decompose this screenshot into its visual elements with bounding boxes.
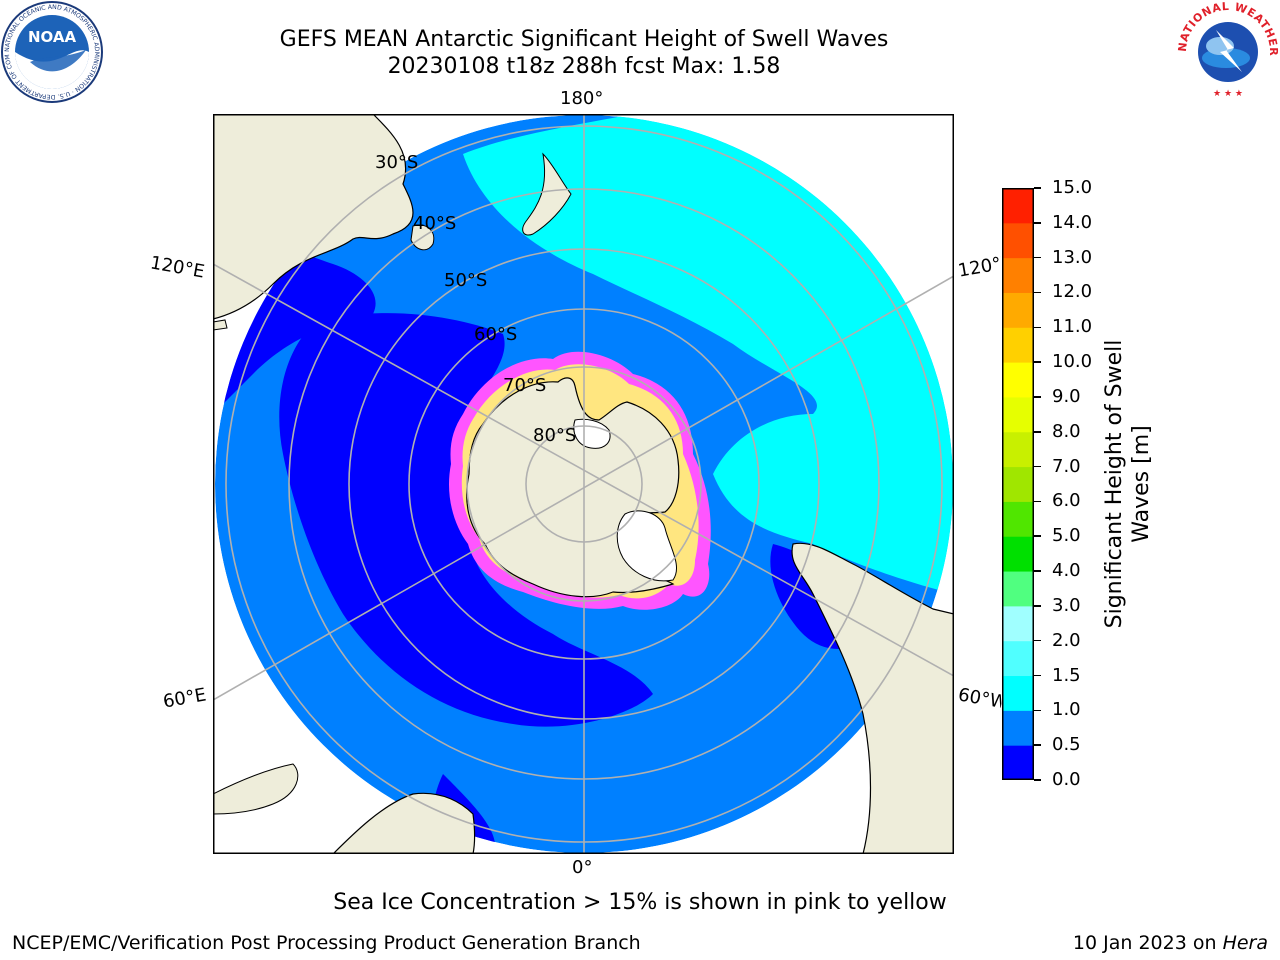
- label-120e: 120°E: [148, 252, 207, 283]
- colorbar-tick-label: 13.0: [1052, 246, 1093, 268]
- colorbar-tick-mark: [1034, 326, 1041, 329]
- graticule: [213, 114, 954, 854]
- colorbar-tick-mark: [1034, 709, 1041, 712]
- colorbar-tick-label: 0.0: [1052, 769, 1081, 790]
- swell-low-region: [279, 313, 653, 727]
- colorbar-band: [1002, 222, 1034, 259]
- label-0: 0°: [572, 857, 593, 878]
- colorbar-tick-mark: [1034, 222, 1041, 224]
- colorbar-band: [1002, 362, 1034, 398]
- colorbar-label-line: Significant Height of Swell: [1102, 339, 1127, 629]
- colorbar-band: [1002, 501, 1034, 537]
- colorbar-tick-mark: [1034, 396, 1041, 398]
- colorbar-tick-mark: [1034, 605, 1041, 607]
- colorbar-tick-mark: [1034, 256, 1041, 259]
- label-60s: 60°S: [474, 324, 518, 345]
- colorbar-label: Significant Height of Swell Waves [m]: [1101, 340, 1155, 629]
- colorbar-band: [1002, 605, 1034, 642]
- colorbar-tick-label: 7.0: [1052, 455, 1081, 477]
- colorbar-band: [1002, 571, 1034, 607]
- africa: [332, 792, 476, 854]
- label-30s: 30°S: [375, 152, 419, 173]
- label-40s: 40°S: [413, 213, 457, 234]
- footer-system: Hera: [1222, 932, 1268, 954]
- colorbar-tick-mark: [1034, 187, 1041, 189]
- colorbar-tick-mark: [1034, 570, 1041, 572]
- colorbar-tick-mark: [1034, 674, 1041, 677]
- colorbar-band: [1002, 710, 1034, 746]
- noaa-logo-text: NOAA: [28, 28, 77, 46]
- colorbar-band: [1002, 396, 1034, 433]
- colorbar-tick-mark: [1034, 535, 1041, 537]
- colorbar-tick-label: 10.0: [1052, 351, 1093, 373]
- colorbar-label-line: Waves [m]: [1129, 425, 1154, 543]
- svg-text:★ ★ ★: ★ ★ ★: [1213, 89, 1243, 99]
- footer-credit: NCEP/EMC/Verification Post Processing Pr…: [12, 932, 641, 954]
- meridian-60e-120w: [213, 275, 954, 701]
- footer-date: 10 Jan 2023 on Hera: [1073, 932, 1268, 954]
- label-70s: 70°S: [503, 375, 547, 396]
- footer-date-text: 10 Jan 2023 on: [1072, 932, 1217, 954]
- south-america: [791, 542, 954, 854]
- colorbar-tick-label: 8.0: [1052, 420, 1081, 442]
- colorbar-band: [1002, 745, 1034, 781]
- colorbar-band: [1002, 257, 1034, 293]
- title-line-1: GEFS MEAN Antarctic Significant Height o…: [279, 27, 889, 52]
- nws-logo: NATIONAL WEATHER SERVICE ★ ★ ★: [1171, 0, 1280, 104]
- colorbar-band: [1002, 292, 1034, 328]
- new-zealand: [522, 152, 572, 236]
- colorbar-tick-label: 2.0: [1052, 629, 1081, 651]
- colorbar-tick-label: 11.0: [1052, 316, 1093, 338]
- sea-ice-caption: Sea Ice Concentration > 15% is shown in …: [333, 890, 947, 915]
- title-line-2: 20230108 t18z 288h fcst Max: 1.58: [387, 54, 781, 79]
- colorbar-tick-label: 6.0: [1052, 490, 1081, 512]
- colorbar-band: [1002, 466, 1034, 502]
- label-60w: 60°W: [956, 684, 1004, 713]
- colorbar-tick-label: 3.0: [1052, 594, 1081, 616]
- colorbar-tick-mark: [1034, 500, 1041, 503]
- label-120w: 120°W: [956, 253, 1004, 282]
- colorbar-tick-mark: [1034, 639, 1041, 642]
- label-80s: 80°S: [533, 425, 577, 446]
- colorbar-tick-mark: [1034, 744, 1041, 746]
- label-50s: 50°S: [444, 270, 488, 291]
- colorbar-tick-label: 9.0: [1052, 385, 1081, 407]
- meridian-120e-60w: [213, 263, 954, 677]
- colorbar-tick-label: 5.0: [1052, 525, 1081, 547]
- chart-title: GEFS MEAN Antarctic Significant Height o…: [0, 26, 1168, 80]
- swell-high-region: [463, 115, 953, 594]
- colorbar-tick-mark: [1034, 361, 1041, 363]
- colorbar-band: [1002, 536, 1034, 572]
- colorbar-tick-label: 12.0: [1052, 281, 1093, 303]
- label-180: 180°: [560, 88, 604, 109]
- colorbar-band: [1002, 188, 1034, 224]
- colorbar-tick-label: 15.0: [1052, 177, 1093, 198]
- colorbar-tick-label: 4.0: [1052, 560, 1081, 582]
- colorbar-tick-label: 14.0: [1052, 211, 1093, 233]
- label-60e: 60°E: [161, 684, 208, 713]
- colorbar-band: [1002, 431, 1034, 468]
- colorbar-tick-mark: [1034, 291, 1041, 294]
- colorbar-tick-mark: [1034, 465, 1041, 468]
- polar-map: 30°S 40°S 50°S 60°S 70°S 80°S: [213, 114, 954, 854]
- colorbar-tick-label: 0.5: [1052, 734, 1081, 756]
- colorbar-tick-mark: [1034, 779, 1041, 781]
- colorbar-tick-mark: [1034, 431, 1041, 433]
- noaa-logo: NATIONAL OCEANIC AND ATMOSPHERIC ADMINIS…: [0, 0, 104, 104]
- colorbar-band: [1002, 675, 1034, 711]
- colorbar-band: [1002, 327, 1034, 363]
- colorbar-band: [1002, 640, 1034, 677]
- colorbar: [1002, 188, 1034, 781]
- colorbar-tick-label: 1.5: [1052, 664, 1081, 686]
- colorbar-tick-label: 1.0: [1052, 699, 1081, 721]
